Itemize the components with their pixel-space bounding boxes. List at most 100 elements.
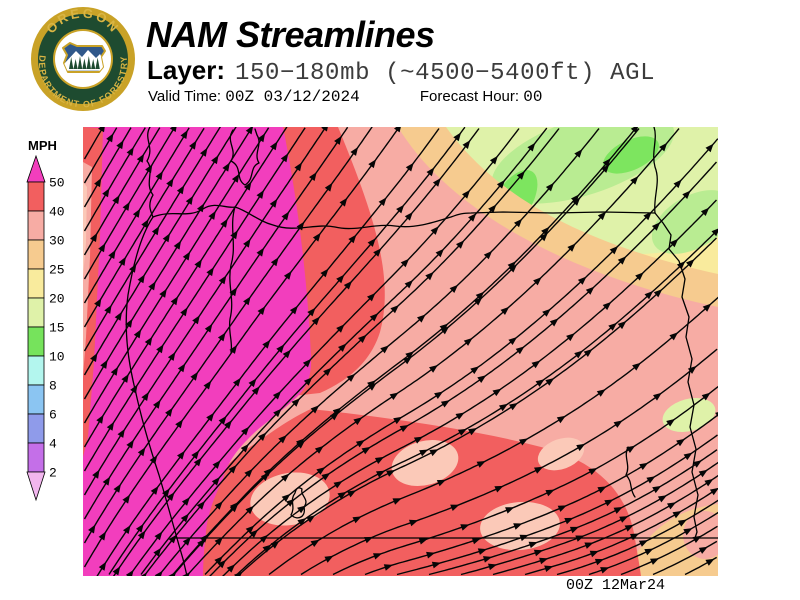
streamline-arrow [94, 178, 102, 188]
streamline-arrow [98, 127, 105, 133]
streamline-arrow [348, 234, 357, 244]
streamline-arrow [150, 486, 159, 495]
valid-time-line: Valid Time: 00Z 03/12/2024 Forecast Hour… [148, 88, 542, 106]
streamline-arrow [715, 412, 718, 417]
streamline-arrow [659, 142, 668, 152]
streamline [83, 127, 253, 400]
streamline-arrow [483, 556, 493, 563]
streamline-arrow [173, 240, 182, 250]
streamline-arrow [323, 367, 332, 376]
streamline-arrow [106, 133, 114, 143]
estuary-wiggle [229, 128, 260, 186]
streamline-arrow [113, 483, 121, 493]
streamline-arrow [519, 534, 529, 542]
streamline-arrow [211, 477, 220, 486]
streamline-arrow [492, 388, 502, 397]
streamline-arrow [535, 379, 545, 387]
streamline-arrow [698, 546, 708, 554]
streamline-arrow [534, 466, 544, 474]
streamline-arrow [334, 135, 342, 145]
streamline-arrow [367, 382, 377, 391]
streamline-arrow [206, 412, 215, 422]
streamline-arrow [462, 189, 471, 199]
streamline-arrow [245, 525, 255, 534]
streamline-arrow [494, 485, 504, 493]
streamline-arrow [190, 371, 199, 381]
streamline-arrow [294, 162, 302, 172]
streamline-arrow [394, 127, 401, 133]
streamline-arrow [148, 281, 156, 291]
streamline-arrow [352, 516, 362, 524]
streamline-arrow [425, 271, 434, 281]
streamline [332, 385, 718, 576]
streamline-arrow [336, 324, 345, 333]
streamline [83, 127, 349, 520]
streamline-arrow [705, 558, 715, 566]
streamline-arrow [166, 178, 174, 188]
streamline-arrow [180, 307, 188, 317]
streamline-arrow [367, 293, 376, 302]
streamline-arrow [233, 377, 241, 387]
streamline-arrow [314, 445, 324, 454]
streamline-arrow [278, 435, 287, 444]
streamline-arrow [667, 502, 677, 510]
streamline-arrow [162, 488, 170, 498]
streamline-arrow [585, 286, 595, 295]
streamline-arrow [223, 420, 232, 430]
streamline-arrow [711, 228, 718, 237]
streamline [158, 128, 600, 576]
legend-swatch [27, 268, 45, 299]
columbia-river-north [653, 127, 658, 214]
streamline-arrow [343, 281, 352, 290]
streamline-arrow [200, 147, 208, 157]
streamline-arrow [168, 534, 177, 544]
streamline-arrow [435, 248, 444, 258]
streamline-arrow [539, 232, 548, 242]
streamline-arrow [453, 132, 462, 142]
streamline-arrow [312, 232, 321, 242]
streamline-arrow [666, 418, 676, 427]
streamline-arrow [117, 428, 125, 438]
streamline-arrow [100, 359, 108, 369]
streamline-arrow [350, 147, 359, 156]
streamline-arrow [507, 261, 516, 270]
streamline-arrow [545, 378, 555, 386]
streamline-arrow [153, 547, 162, 557]
streamline-arrow [373, 248, 382, 257]
streamline-arrow [310, 405, 320, 414]
streamline-arrow [269, 198, 278, 208]
streamline-arrow [257, 133, 266, 143]
streamline-arrow [296, 440, 305, 449]
legend-swatch [27, 297, 45, 328]
streamline-arrow [245, 505, 254, 515]
streamline-arrow [630, 176, 639, 185]
map-timestamp: 00Z 12Mar24 [566, 577, 666, 594]
streamline [112, 128, 480, 576]
streamline-arrow [431, 561, 441, 569]
streamline-arrow [214, 556, 223, 565]
streamline-arrow [594, 558, 604, 566]
streamline-arrow [600, 567, 610, 574]
streamline-arrow [194, 259, 202, 269]
streamline-arrow [98, 561, 107, 571]
streamline-arrow [544, 565, 554, 572]
streamline-arrow [154, 570, 163, 576]
streamline-arrow [90, 232, 98, 242]
legend-label: 4 [49, 437, 57, 452]
streamline-arrow [368, 159, 377, 169]
streamline-arrow [256, 190, 264, 199]
streamline-arrow [110, 366, 119, 376]
streamline [83, 127, 104, 160]
streamline-arrow [248, 378, 257, 388]
streamline-arrow [528, 541, 538, 549]
streamline-arrow [513, 523, 523, 530]
streamline-arrow [208, 210, 216, 220]
wind-speed-legend: MPH 50 40 30 25 20 15 10 8 6 4 2 [22, 138, 82, 507]
streamline-arrow [155, 171, 163, 181]
streamline-arrow [624, 524, 634, 532]
streamline-arrow [191, 450, 200, 460]
streamline [236, 228, 718, 576]
streamline-arrow [122, 494, 130, 504]
streamline-arrow [121, 373, 129, 383]
streamline-arrow [270, 540, 280, 549]
